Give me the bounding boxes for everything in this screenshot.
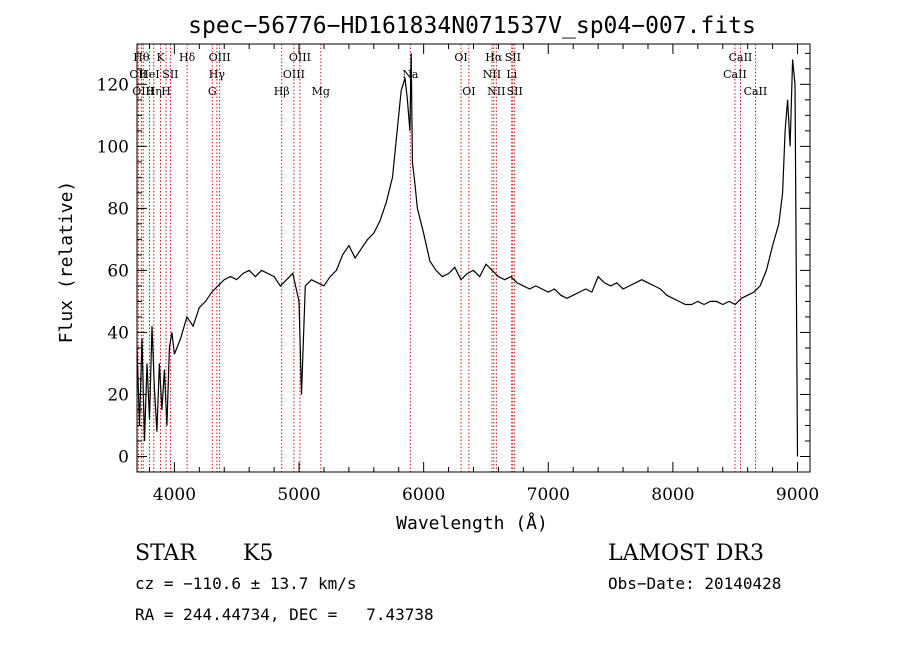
spectral-line-label: SII (162, 68, 178, 81)
spectral-line-label: OIII (209, 51, 231, 64)
survey-label: LAMOST DR3 (608, 541, 764, 566)
x-tick-label: 6000 (402, 485, 445, 505)
spectral-line-label: OII (129, 68, 147, 81)
spectral-line-label: OIII (132, 85, 154, 98)
spectral-line-label: OI (462, 85, 475, 98)
spectrum-line (136, 53, 799, 457)
spectral-line-label: SII (507, 85, 523, 98)
spectral-line-label: Mg (312, 85, 330, 98)
x-tick-label: 5000 (277, 485, 320, 505)
spectral-line-label: H (161, 85, 171, 98)
spectral-line-label: CaII (729, 51, 753, 64)
spectral-line-labels: OIIHθOIIIHeIHηKHSIIHδGHγOIIIHβOIIIOIIIMg… (129, 51, 767, 98)
y-tick-label: 120 (97, 75, 129, 95)
spectral-line-label: OIII (283, 68, 305, 81)
velocity-readout: cz = −110.6 ± 13.7 km/s (135, 574, 357, 593)
spectral-line-label: OIII (289, 51, 311, 64)
spectral-line-label: CaII (723, 68, 747, 81)
x-tick-label: 7000 (527, 485, 570, 505)
spectral-line-label: Hα (485, 51, 503, 64)
x-tick-label: 9000 (776, 485, 819, 505)
x-tick-label: 4000 (153, 485, 196, 505)
x-axis-label: Wavelength (Å) (396, 512, 548, 534)
spectral-line-label: OI (454, 51, 467, 64)
y-tick-label: 40 (107, 323, 129, 343)
spectral-line-label: K (156, 51, 165, 64)
spectral-line-label: Hγ (209, 68, 226, 81)
spectral-line-label: NII (483, 68, 501, 81)
spectral-line-label: Hβ (274, 85, 290, 98)
plot-frame (136, 43, 811, 473)
y-tick-label: 100 (97, 137, 129, 157)
spectral-line-label: Li (506, 68, 517, 81)
spectral-line-label: Hη (146, 85, 162, 98)
coordinates: RA = 244.44734, DEC = 7.43738 (135, 605, 434, 624)
y-tick-label: 60 (107, 261, 129, 281)
observation-date: Obs−Date: 20140428 (608, 574, 781, 593)
object-class: STAR (135, 541, 197, 566)
spectral-line-label: G (208, 85, 217, 98)
x-tick-label: 8000 (651, 485, 694, 505)
spectral-line-markers (137, 44, 756, 472)
spectral-line-label: SII (505, 51, 521, 64)
object-subclass: K5 (243, 541, 273, 566)
spectral-line-label: CaII (744, 85, 768, 98)
y-axis: 0 20 40 60 80 100 120 (97, 52, 810, 467)
spectral-line-label: NII (487, 85, 505, 98)
y-tick-label: 20 (107, 385, 129, 405)
spectral-line-label: Hδ (179, 51, 196, 64)
y-tick-label: 0 (118, 447, 129, 467)
chart-title: spec−56776−HD161834N071537V_sp04−007.fit… (188, 13, 756, 39)
y-axis-label: Flux (relative) (56, 181, 77, 344)
spectral-line-label: HeI (139, 68, 159, 81)
y-tick-label: 80 (107, 199, 129, 219)
x-axis: 4000 5000 6000 7000 8000 9000 (148, 44, 819, 505)
